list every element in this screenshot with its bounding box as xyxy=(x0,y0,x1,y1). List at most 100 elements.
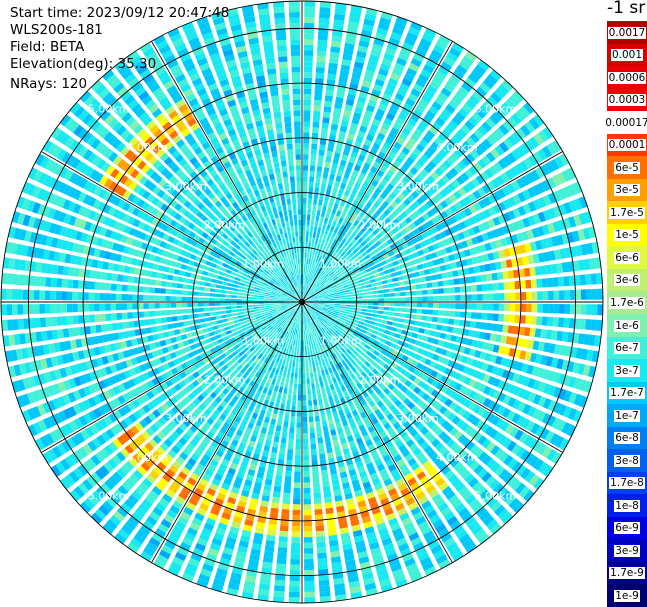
ppi-cell xyxy=(340,212,346,219)
ppi-cell xyxy=(430,370,438,378)
ppi-cell xyxy=(489,428,499,439)
ppi-cell xyxy=(401,517,413,527)
ppi-cell xyxy=(340,297,346,300)
ppi-cell xyxy=(527,406,537,417)
ppi-cell xyxy=(121,294,127,301)
ppi-cell xyxy=(327,145,334,152)
ppi-cell xyxy=(461,81,473,93)
ppi-cell xyxy=(319,322,324,328)
ppi-cell xyxy=(311,132,319,139)
ppi-cell xyxy=(556,358,564,370)
ppi-cell xyxy=(419,139,429,148)
ppi-cell xyxy=(318,448,325,455)
ppi-cell xyxy=(342,53,353,61)
ppi-cell xyxy=(287,443,294,450)
ppi-cell xyxy=(406,357,414,365)
ppi-cell xyxy=(318,579,330,587)
ppi-cell xyxy=(449,310,455,317)
ppi-cell xyxy=(363,243,370,250)
ppi-cell xyxy=(366,257,373,264)
ppi-cell xyxy=(362,206,369,213)
ppi-cell xyxy=(537,341,545,352)
ppi-cell xyxy=(398,237,406,244)
ppi-cell xyxy=(321,312,327,316)
ppi-cell xyxy=(367,306,373,309)
ppi-cell xyxy=(429,360,437,368)
ppi-cell xyxy=(393,421,401,430)
ppi-cell xyxy=(458,319,466,327)
ppi-cell xyxy=(305,305,311,310)
ppi-cell xyxy=(344,334,351,340)
ppi-cell xyxy=(345,299,352,302)
ppi-cell xyxy=(509,426,519,438)
ppi-cell xyxy=(354,283,360,288)
ppi-cell xyxy=(338,257,345,263)
ppi-cell xyxy=(401,146,411,156)
ppi-cell xyxy=(409,259,417,266)
ppi-cell xyxy=(269,305,275,307)
ppi-cell xyxy=(326,207,332,214)
ppi-cell xyxy=(348,329,354,335)
ppi-cell xyxy=(304,33,314,40)
ppi-cell xyxy=(446,541,459,552)
ppi-cell xyxy=(517,374,526,385)
ppi-cell xyxy=(349,312,356,316)
ppi-cell xyxy=(303,55,313,62)
ppi-cell xyxy=(358,442,366,450)
ppi-cell xyxy=(381,280,388,285)
ppi-cell xyxy=(330,326,336,331)
ppi-cell xyxy=(382,356,389,363)
ppi-cell xyxy=(356,296,363,299)
ppi-cell xyxy=(148,295,155,301)
ppi-cell xyxy=(542,291,549,301)
ppi-cell xyxy=(351,187,359,195)
ppi-cell xyxy=(319,364,324,371)
ppi-cell xyxy=(540,428,550,440)
ppi-cell xyxy=(304,12,315,18)
ppi-cell xyxy=(474,448,484,459)
ppi-cell xyxy=(396,214,404,222)
ppi-cell xyxy=(343,336,349,342)
ppi-cell xyxy=(412,419,421,428)
ppi-cell xyxy=(363,162,371,170)
ppi-cell xyxy=(427,296,434,301)
ppi-cell xyxy=(126,303,133,310)
ppi-cell xyxy=(200,323,207,329)
ppi-cell xyxy=(363,193,370,201)
ppi-cell xyxy=(349,192,356,200)
ppi-cell xyxy=(472,404,482,414)
ppi-cell xyxy=(331,163,338,170)
ppi-cell xyxy=(445,171,455,181)
ppi-cell xyxy=(351,212,358,219)
ppi-cell xyxy=(83,292,89,301)
ppi-cell xyxy=(347,161,354,169)
ppi-cell xyxy=(334,278,340,283)
ppi-cell xyxy=(526,229,535,240)
ppi-cell xyxy=(316,292,322,296)
ppi-cell xyxy=(411,360,419,367)
ppi-cell xyxy=(409,180,418,189)
ppi-cell xyxy=(429,185,438,195)
ppi-cell xyxy=(314,287,319,292)
ppi-cell xyxy=(242,308,248,311)
ppi-cell xyxy=(312,303,319,305)
ppi-cell xyxy=(388,151,397,159)
ppi-cell xyxy=(403,363,411,370)
ppi-cell xyxy=(442,238,450,246)
ppi-cell xyxy=(404,349,412,356)
ppi-cell xyxy=(304,559,314,565)
ppi-cell xyxy=(367,302,374,306)
ppi-cell xyxy=(416,308,423,314)
ppi-cell xyxy=(411,405,420,414)
ppi-cell xyxy=(419,240,427,248)
ppi-cell xyxy=(315,280,320,285)
ppi-cell xyxy=(384,269,391,275)
ppi-cell xyxy=(404,371,412,379)
ppi-cell xyxy=(417,348,425,355)
ppi-cell xyxy=(317,308,323,311)
ppi-cell xyxy=(289,427,295,434)
ppi-cell xyxy=(280,437,287,444)
ppi-cell xyxy=(323,217,329,224)
ppi-cell xyxy=(387,336,394,342)
ppi-cell xyxy=(448,193,458,203)
